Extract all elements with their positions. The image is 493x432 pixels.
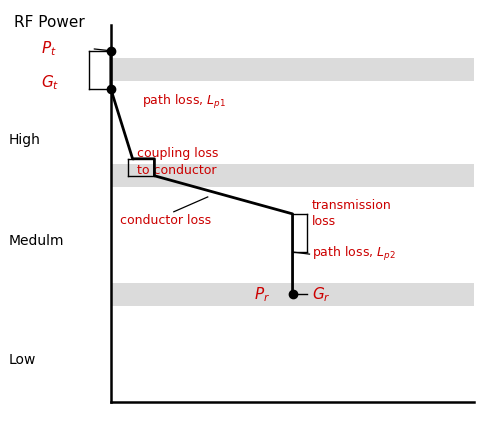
Text: $G_t$: $G_t$ (40, 73, 59, 92)
Text: path loss, $L_{p1}$: path loss, $L_{p1}$ (142, 92, 226, 111)
Text: $P_t$: $P_t$ (40, 39, 56, 58)
Text: RF Power: RF Power (14, 15, 85, 30)
Text: $P_r$: $P_r$ (254, 285, 270, 304)
Text: High: High (9, 133, 41, 147)
Bar (111, 58, 474, 82)
Text: to conductor: to conductor (138, 164, 217, 177)
Bar (111, 164, 474, 187)
Text: Low: Low (9, 353, 36, 367)
Text: loss: loss (312, 215, 336, 228)
Text: conductor loss: conductor loss (120, 214, 211, 227)
Bar (111, 283, 474, 306)
Text: path loss, $L_{p2}$: path loss, $L_{p2}$ (312, 245, 395, 263)
Text: transmission: transmission (312, 199, 391, 212)
Text: coupling loss: coupling loss (138, 147, 219, 160)
Text: Medulm: Medulm (9, 235, 65, 248)
Text: $G_r$: $G_r$ (312, 285, 331, 304)
